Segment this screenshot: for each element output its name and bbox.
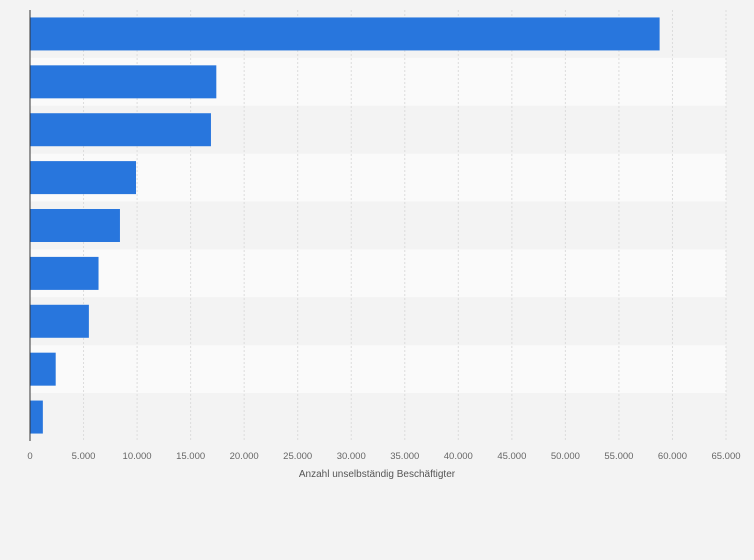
bar[interactable] bbox=[30, 400, 43, 434]
x-tick-label: 55.000 bbox=[604, 451, 633, 462]
bar[interactable] bbox=[30, 304, 89, 338]
row-bands bbox=[30, 10, 726, 441]
x-tick-label: 40.000 bbox=[444, 451, 473, 462]
x-tick-label: 20.000 bbox=[230, 451, 259, 462]
bar[interactable] bbox=[30, 352, 56, 386]
row-band bbox=[30, 297, 726, 346]
row-band bbox=[30, 153, 726, 202]
x-tick-label: 25.000 bbox=[283, 451, 312, 462]
bar[interactable] bbox=[30, 17, 660, 51]
x-tick-labels: 0 5.000 10.000 15.000 20.000 25.000 30.000 35.0… bbox=[27, 451, 740, 462]
x-tick-label: 50.000 bbox=[551, 451, 580, 462]
x-tick-label: 35.000 bbox=[390, 451, 419, 462]
x-tick-label: 30.000 bbox=[337, 451, 366, 462]
bar[interactable] bbox=[30, 113, 211, 147]
bar[interactable] bbox=[30, 209, 120, 242]
x-tick-label: 0 bbox=[27, 451, 32, 462]
x-tick-label: 45.000 bbox=[497, 451, 526, 462]
row-band bbox=[30, 345, 726, 394]
row-band bbox=[30, 393, 726, 441]
x-tick-label: 65.000 bbox=[711, 451, 740, 462]
bars bbox=[30, 17, 660, 434]
bar[interactable] bbox=[30, 65, 217, 99]
row-band bbox=[30, 249, 726, 298]
bar[interactable] bbox=[30, 256, 99, 290]
row-band bbox=[30, 201, 726, 250]
x-tick-label: 10.000 bbox=[123, 451, 152, 462]
x-tick-label: 60.000 bbox=[658, 451, 687, 462]
x-axis-title: Anzahl unselbständig Beschäftigter bbox=[299, 469, 456, 480]
bar[interactable] bbox=[30, 161, 137, 195]
x-tick-label: 15.000 bbox=[176, 451, 205, 462]
x-tick-label: 5.000 bbox=[72, 451, 96, 462]
